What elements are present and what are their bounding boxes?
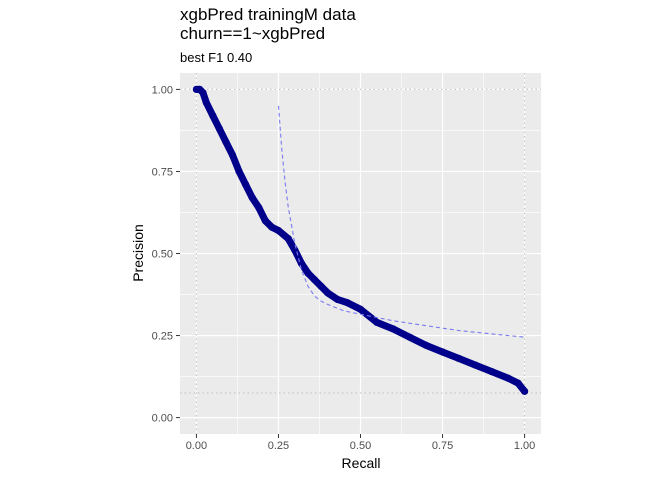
series-0-point [406,333,414,341]
x-tick-label: 0.50 [350,440,371,452]
series-0-point [488,368,496,376]
series-0-point [268,223,276,231]
series-0-point [209,112,217,120]
series-0-point [222,138,230,146]
x-tick-label: 0.75 [432,440,453,452]
series-0-point [438,348,447,356]
series-0-point [389,325,397,333]
y-tick-label: 0.50 [152,249,173,261]
x-axis-title: Recall [342,455,381,471]
series-0-point [261,217,269,225]
series-0-point [202,98,210,107]
x-tick-label: 1.00 [514,440,535,452]
series-1-dashed-line [277,105,525,338]
series-0-point [274,226,283,235]
series-0-point [199,89,207,97]
chart-subtitle: best F1 0.40 [180,50,252,65]
series-0-point [514,379,522,387]
x-axis-ticks: 0.00 0.25 0.50 0.75 1.00 [186,434,535,452]
series-0-point [215,125,223,133]
series-0-point [471,361,479,369]
y-axis-ticks: 0.00 0.25 0.50 0.75 1.00 [152,84,180,425]
series-0-point [455,354,463,363]
chart-title-line-1: xgbPred trainingM data [180,5,356,24]
y-tick-label: 0.75 [152,166,173,178]
chart-title-line-2: churn==1~xgbPred [180,24,325,43]
y-axis-title: Precision [130,224,146,282]
series-layer [192,85,529,395]
series-0-point [228,151,237,159]
series-0-point [504,374,512,382]
series-0-point [304,269,312,277]
series-0-point [310,276,319,284]
series-0-point [242,180,250,189]
series-0-point [235,167,243,176]
y-tick-label: 1.00 [152,84,173,96]
series-0-point [317,282,325,290]
series-0-point [373,318,381,327]
y-tick-label: 0.00 [152,413,173,425]
major-gridlines [180,73,541,434]
series-0-point [324,289,332,297]
x-tick-label: 0.25 [268,440,289,452]
series-0-point [356,305,365,313]
series-0-point [422,341,430,349]
series-0-point [520,387,529,395]
y-tick-label: 0.25 [152,331,173,343]
series-0-point [333,295,342,304]
series-0-point [284,235,292,243]
series-0-point [343,299,351,307]
series-0-point [248,194,256,202]
reference-lines [180,73,541,434]
x-tick-label: 0.00 [186,440,207,452]
series-0-point [255,203,263,212]
